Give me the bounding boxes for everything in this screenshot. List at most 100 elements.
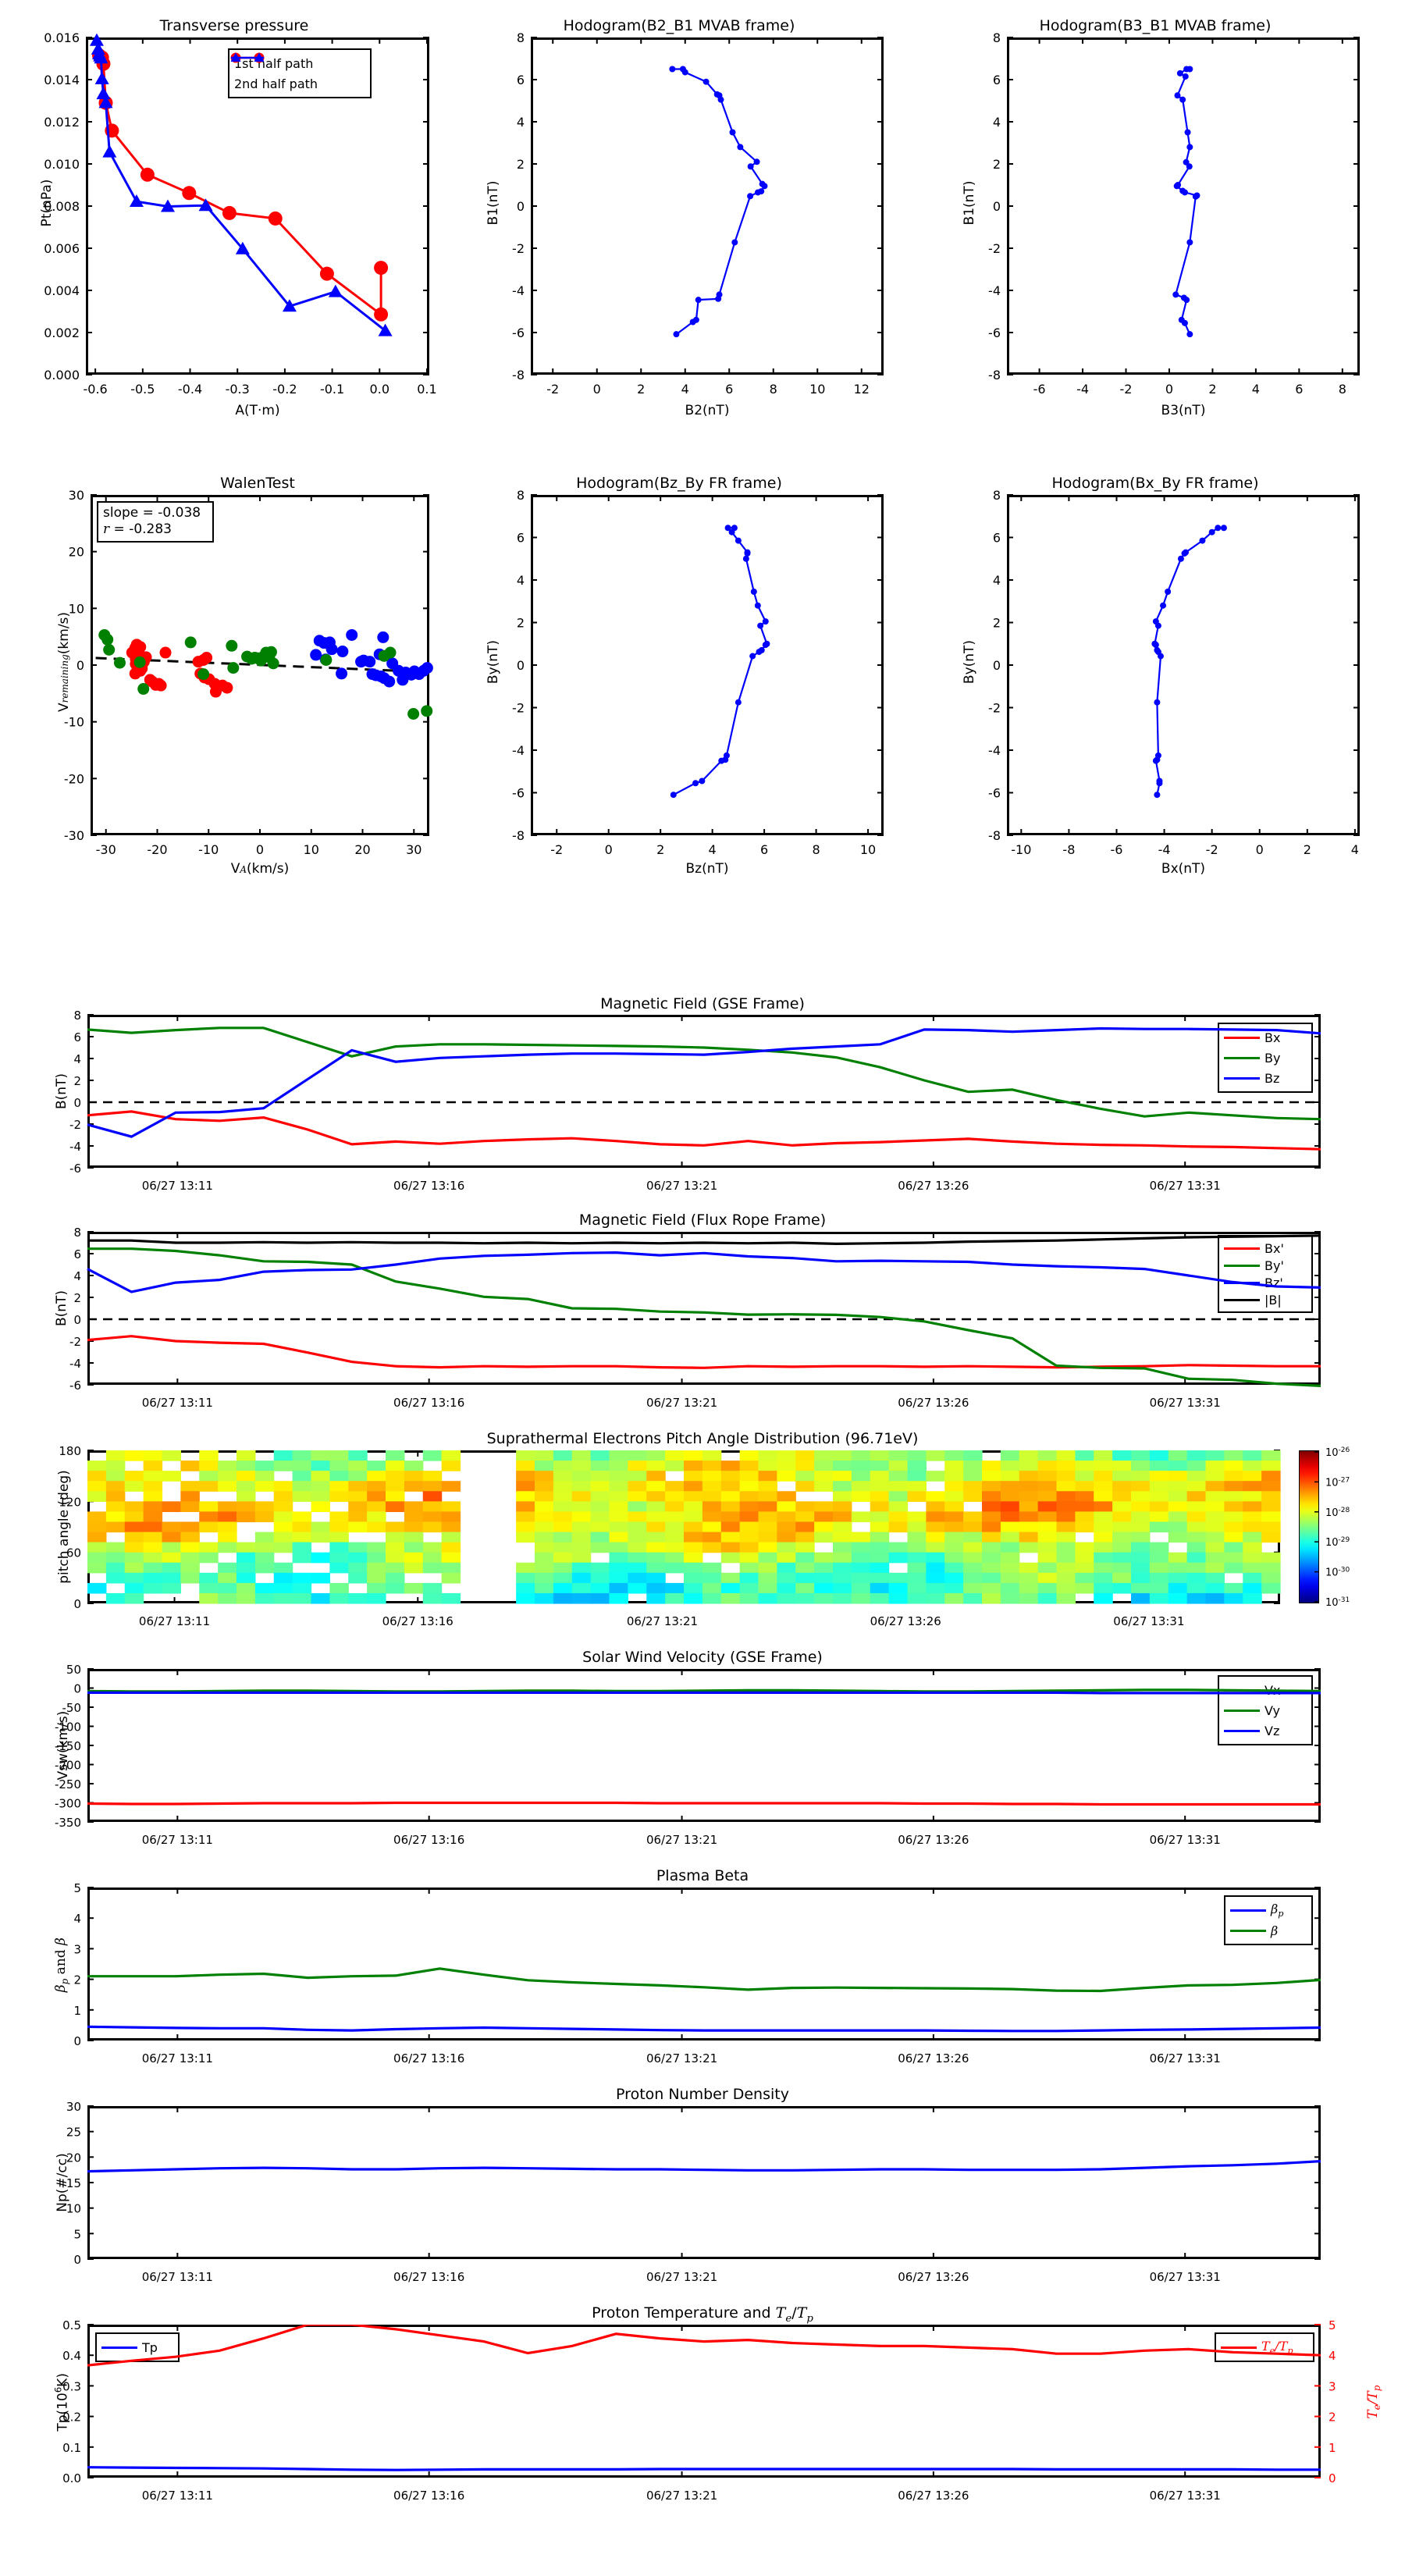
svg-text:-2: -2 xyxy=(546,382,559,397)
svg-text:06/27 13:21: 06/27 13:21 xyxy=(627,1614,698,1628)
svg-text:10-31: 10-31 xyxy=(1325,1596,1350,1609)
legend-swatch-bx xyxy=(1224,1036,1260,1039)
svg-text:4: 4 xyxy=(709,842,717,857)
svg-text:8: 8 xyxy=(73,1226,81,1240)
svg-text:6: 6 xyxy=(517,531,525,546)
svg-text:-4: -4 xyxy=(1158,842,1171,857)
svg-text:-2: -2 xyxy=(1206,842,1218,857)
svg-text:-150: -150 xyxy=(55,1739,81,1753)
svg-text:0.2: 0.2 xyxy=(62,2411,81,2425)
svg-text:2: 2 xyxy=(1304,842,1311,857)
svg-text:50: 50 xyxy=(66,1663,81,1677)
svg-text:-4: -4 xyxy=(1076,382,1089,397)
svg-text:-4: -4 xyxy=(988,283,1001,298)
legend-label: By' xyxy=(1264,1258,1284,1273)
svg-text:0: 0 xyxy=(73,2034,81,2048)
svg-text:-4: -4 xyxy=(69,1140,81,1154)
svg-text:06/27 13:11: 06/27 13:11 xyxy=(142,1179,213,1193)
svg-text:2: 2 xyxy=(993,616,1001,631)
svg-text:30: 30 xyxy=(69,488,84,503)
svg-text:30: 30 xyxy=(66,2100,81,2114)
svg-text:0.016: 0.016 xyxy=(44,30,80,45)
svg-text:-4: -4 xyxy=(69,1357,81,1371)
svg-text:06/27 13:26: 06/27 13:26 xyxy=(898,1833,969,1847)
legend-label: Bz xyxy=(1264,1070,1280,1086)
svg-text:12: 12 xyxy=(854,382,870,397)
svg-text:0: 0 xyxy=(1256,842,1264,857)
svg-text:0.4: 0.4 xyxy=(62,2349,81,2363)
svg-text:5: 5 xyxy=(73,2227,81,2241)
svg-text:6: 6 xyxy=(73,1247,81,1261)
plot-area xyxy=(531,37,884,375)
svg-text:-0.6: -0.6 xyxy=(84,382,108,397)
legend-label: Tp xyxy=(142,2339,158,2355)
legend-label: |B| xyxy=(1264,1292,1282,1308)
svg-text:3: 3 xyxy=(73,1942,81,1956)
svg-text:6: 6 xyxy=(1295,382,1303,397)
svg-text:20: 20 xyxy=(354,842,370,857)
panel-title: Plasma Beta xyxy=(656,1867,749,1884)
svg-text:0: 0 xyxy=(73,1313,81,1327)
svg-text:5: 5 xyxy=(1329,2318,1336,2332)
svg-text:10-29: 10-29 xyxy=(1325,1536,1350,1549)
legend: 1st half path 2nd half path xyxy=(228,48,372,98)
legend-row: |B| xyxy=(1224,1291,1307,1308)
panel-title: Hodogram(Bz_By FR frame) xyxy=(576,475,782,492)
walen-slope: slope = -0.038 xyxy=(103,505,201,521)
svg-text:5: 5 xyxy=(73,1881,81,1895)
svg-text:4: 4 xyxy=(993,115,1001,130)
svg-text:8: 8 xyxy=(993,30,1001,45)
panel-title: Transverse pressure xyxy=(159,17,309,34)
svg-text:-6: -6 xyxy=(512,326,525,340)
svg-text:-300: -300 xyxy=(55,1797,81,1811)
svg-text:8: 8 xyxy=(517,30,525,45)
svg-text:4: 4 xyxy=(73,1052,81,1066)
legend-label: By xyxy=(1264,1050,1281,1066)
svg-text:06/27 13:21: 06/27 13:21 xyxy=(646,1179,717,1193)
svg-text:-20: -20 xyxy=(147,842,167,857)
svg-text:06/27 13:31: 06/27 13:31 xyxy=(1150,2270,1221,2284)
plot-area xyxy=(87,1015,1321,1168)
svg-text:-2: -2 xyxy=(69,1335,81,1349)
svg-text:0: 0 xyxy=(73,1682,81,1696)
legend-label: Te/Tp xyxy=(1261,2338,1293,2357)
panel-title: Hodogram(B3_B1 MVAB frame) xyxy=(1039,17,1272,34)
svg-text:2: 2 xyxy=(1329,2411,1336,2425)
svg-text:06/27 13:26: 06/27 13:26 xyxy=(898,2489,969,2503)
legend-label: Bx' xyxy=(1264,1240,1284,1256)
svg-text:-10: -10 xyxy=(198,842,219,857)
svg-text:2: 2 xyxy=(656,842,664,857)
legend-row: Bz xyxy=(1224,1068,1307,1088)
panel-title: Magnetic Field (GSE Frame) xyxy=(600,995,805,1012)
svg-text:8: 8 xyxy=(73,1009,81,1023)
svg-text:0: 0 xyxy=(73,2253,81,2267)
legend-label: Bx xyxy=(1264,1030,1281,1045)
svg-text:6: 6 xyxy=(993,531,1001,546)
svg-text:06/27 13:31: 06/27 13:31 xyxy=(1150,1833,1221,1847)
svg-text:-10: -10 xyxy=(64,715,84,730)
svg-text:8: 8 xyxy=(770,382,777,397)
svg-text:0.010: 0.010 xyxy=(44,157,80,172)
x-axis-label: Bz(nT) xyxy=(685,861,729,877)
svg-text:4: 4 xyxy=(73,1269,81,1283)
svg-text:20: 20 xyxy=(66,2151,81,2165)
svg-text:06/27 13:16: 06/27 13:16 xyxy=(393,2051,464,2065)
svg-text:-8: -8 xyxy=(988,828,1001,843)
x-axis-label: B3(nT) xyxy=(1161,403,1206,418)
walen-r: r = -0.283 xyxy=(103,521,172,538)
legend-marker-blue-triangle xyxy=(230,52,265,62)
svg-text:4: 4 xyxy=(1329,2349,1336,2363)
svg-text:-30: -30 xyxy=(64,828,84,843)
svg-text:0.012: 0.012 xyxy=(44,115,80,130)
legend-swatch-byp xyxy=(1224,1264,1260,1267)
svg-text:-350: -350 xyxy=(55,1816,81,1830)
svg-text:0.5: 0.5 xyxy=(62,2318,81,2332)
panel-title: Proton Number Density xyxy=(616,2086,789,2103)
svg-text:10: 10 xyxy=(66,2202,81,2216)
legend-swatch-beta-p xyxy=(1230,1909,1266,1912)
svg-text:-50: -50 xyxy=(62,1701,82,1715)
svg-text:10: 10 xyxy=(809,382,825,397)
legend-swatch-tp xyxy=(101,2346,137,2349)
legend-right: Te/Tp xyxy=(1215,2332,1314,2362)
